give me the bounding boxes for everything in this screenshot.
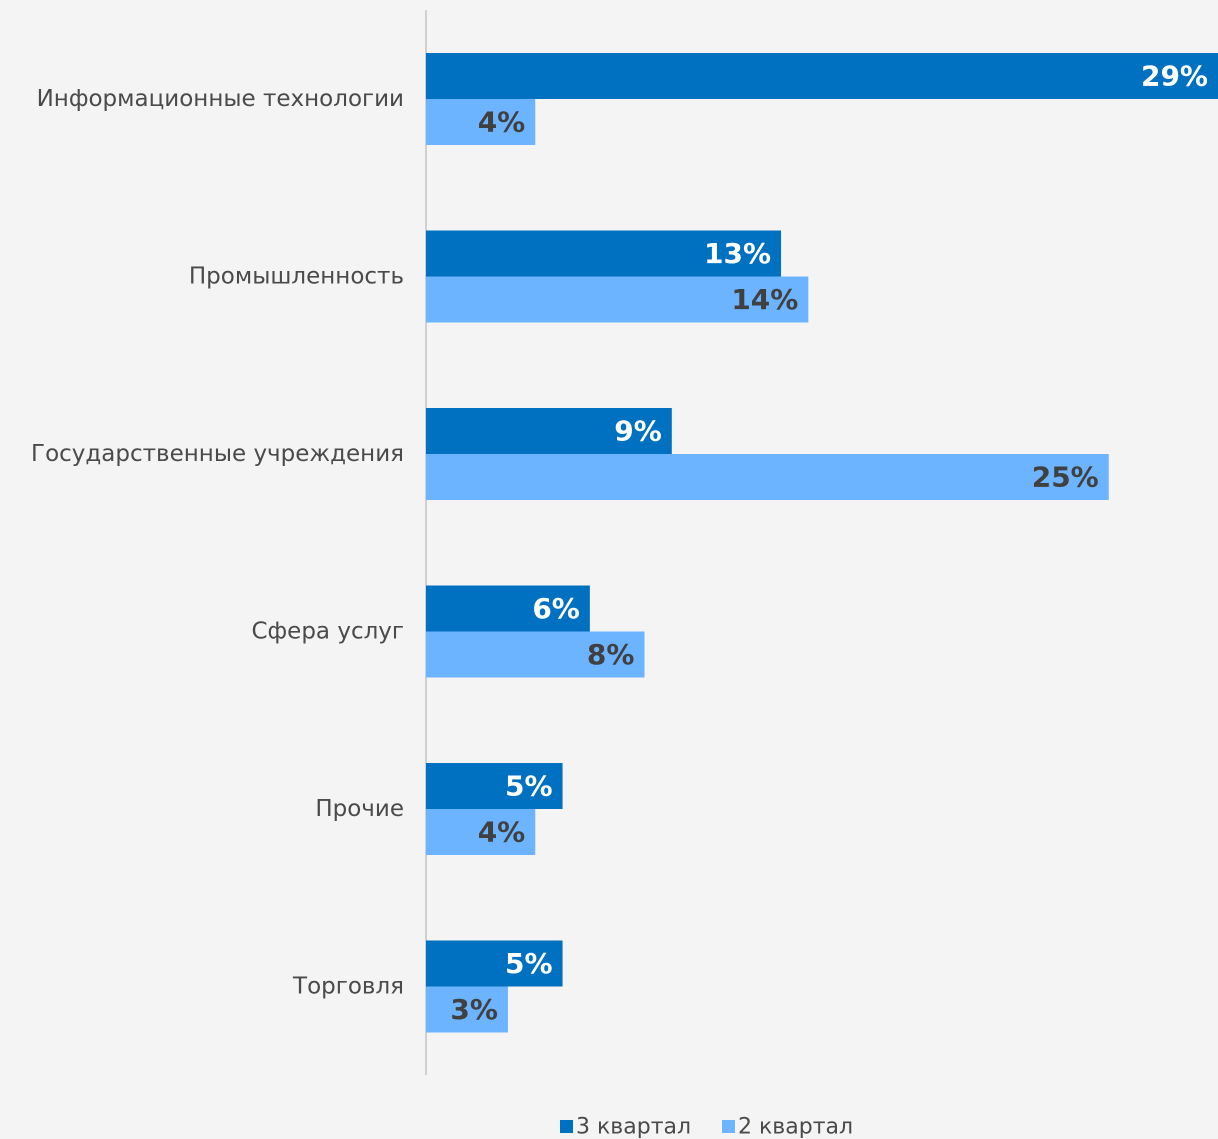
- bar-q2: [426, 631, 645, 678]
- data-label: 29%: [1141, 60, 1208, 93]
- bar-q2: [426, 986, 508, 1033]
- data-label: 4%: [478, 106, 526, 139]
- legend-label: 2 квартал: [738, 1115, 853, 1139]
- bar-q3: [426, 53, 1218, 99]
- category-label: Государственные учреждения: [31, 441, 404, 467]
- data-label: 4%: [478, 816, 526, 849]
- category-label: Промышленность: [189, 264, 404, 290]
- bar-q2: [426, 454, 1109, 500]
- data-label: 6%: [532, 592, 580, 625]
- bar-q2: [426, 99, 536, 145]
- data-label: 13%: [704, 237, 771, 270]
- bar-q3: [426, 585, 590, 632]
- bar-q3: [426, 230, 782, 277]
- data-label: 3%: [450, 993, 498, 1026]
- data-label: 25%: [1032, 461, 1099, 494]
- legend-swatch: [722, 1120, 735, 1133]
- data-label: 5%: [505, 947, 553, 980]
- category-label: Информационные технологии: [37, 86, 404, 112]
- data-label: 14%: [731, 283, 798, 316]
- bar-q3: [426, 408, 672, 454]
- category-label: Прочие: [315, 796, 404, 822]
- labels-layer: Информационные технологии 29% 4% Промышленн…: [31, 60, 1208, 1027]
- data-label: 5%: [505, 770, 553, 803]
- legend: 3 квартал 2 квартал: [560, 1115, 853, 1139]
- bar-q3: [426, 940, 563, 987]
- data-label: 8%: [587, 638, 635, 671]
- category-label: Торговля: [292, 974, 404, 1000]
- legend-label: 3 квартал: [576, 1115, 691, 1139]
- bar-q2: [426, 276, 809, 323]
- legend-swatch: [560, 1120, 573, 1133]
- bar-q3: [426, 763, 563, 809]
- data-label: 9%: [614, 415, 662, 448]
- bar-q2: [426, 809, 536, 855]
- category-label: Сфера услуг: [251, 619, 404, 645]
- bars-layer: [426, 53, 1218, 1033]
